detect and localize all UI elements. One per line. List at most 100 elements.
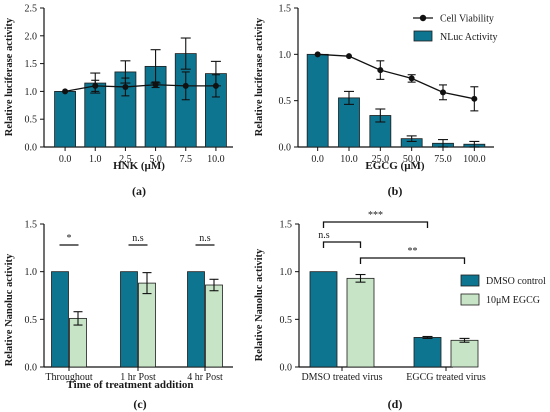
y-tick-label: 1.0 bbox=[25, 87, 38, 98]
y-tick-label: 1.5 bbox=[280, 220, 293, 231]
x-tick-label: 1 hr Post bbox=[120, 372, 156, 383]
x-tick-label: 75.0 bbox=[434, 154, 452, 165]
panel-c-bars bbox=[51, 271, 223, 368]
panel-d-y-ticks: 0.0 0.5 1.0 1.5 bbox=[280, 220, 299, 374]
y-tick-label: 1.0 bbox=[279, 50, 292, 61]
x-tick-label: 0.0 bbox=[59, 154, 72, 165]
x-tick-label: DMSO treated virus bbox=[301, 372, 382, 383]
x-tick-label: 7.5 bbox=[180, 154, 193, 165]
panel-d-x-ticks: DMSO treated virus EGCG treated virus bbox=[301, 367, 486, 383]
bar-dmso-control-1 bbox=[413, 337, 442, 368]
panel-d-significance: *** n.s ** bbox=[318, 210, 466, 264]
bar-egcg-0 bbox=[346, 277, 375, 368]
x-tick-label: 25.0 bbox=[372, 154, 390, 165]
cell-viability-point bbox=[314, 51, 321, 58]
panel-a-line-series bbox=[62, 71, 220, 101]
panel-a-label: (a) bbox=[132, 184, 146, 198]
y-tick-label: 0.0 bbox=[25, 143, 38, 154]
cell-viability-point bbox=[408, 75, 415, 82]
y-tick-label: 2.0 bbox=[25, 31, 38, 42]
panel-c-ylabel: Relative Nanoluc activity bbox=[4, 253, 15, 366]
significance-label: n.s bbox=[318, 230, 330, 241]
significance-label: * bbox=[67, 233, 72, 244]
x-tick-label: 2.5 bbox=[119, 154, 132, 165]
panel-b-legend: Cell Viability NLuc Activity bbox=[413, 14, 498, 43]
significance-bracket bbox=[322, 221, 429, 228]
cell-viability-point bbox=[440, 89, 446, 96]
x-tick-label: EGCG treated virus bbox=[406, 372, 486, 383]
significance-bracket bbox=[322, 241, 362, 248]
significance-label: n.s bbox=[132, 233, 144, 244]
bar-egcg-2 bbox=[205, 284, 223, 368]
significance-label: ** bbox=[408, 246, 418, 257]
y-tick-label: 0.0 bbox=[280, 363, 293, 374]
legend-cell-viability-marker bbox=[419, 14, 427, 22]
x-tick-label: 1.0 bbox=[89, 154, 102, 165]
panel-d-legend: DMSO control 10μM EGCG bbox=[460, 274, 546, 306]
y-tick-label: 1.0 bbox=[25, 267, 38, 278]
panel-c-xlabel: Time of treatment addition bbox=[67, 379, 194, 391]
panel-b-x-ticks: 0.0 10.0 25.0 50.0 75.0 100.0 bbox=[311, 147, 486, 165]
panel-c-label: (c) bbox=[133, 397, 146, 411]
x-tick-label: 5.0 bbox=[149, 154, 162, 165]
y-tick-label: 0.5 bbox=[280, 315, 293, 326]
cell-viability-point bbox=[471, 95, 478, 102]
x-tick-label: 4 hr Post bbox=[187, 372, 223, 383]
panel-d: Relative Nanoluc activity 0.0 0.5 1.0 1.5 *… bbox=[254, 210, 546, 411]
bar-hnk-0.0 bbox=[54, 91, 76, 148]
significance-label: *** bbox=[368, 210, 383, 221]
x-tick-label: 10.0 bbox=[340, 154, 358, 165]
y-tick-label: 0.0 bbox=[279, 143, 292, 154]
panel-d-label: (d) bbox=[388, 397, 403, 411]
panel-a-y-ticks: 0.0 0.5 1.0 1.5 2.0 2.5 bbox=[25, 4, 44, 154]
bar-nluc-0.0 bbox=[306, 53, 329, 148]
line-point bbox=[182, 82, 189, 89]
legend-dmso-control: DMSO control bbox=[486, 276, 546, 287]
x-tick-label: Throughout bbox=[45, 372, 92, 383]
bar-egcg-1 bbox=[138, 282, 156, 368]
panel-c: Relative Nanoluc activity 0.0 0.5 1.0 1.5 *… bbox=[4, 220, 233, 411]
bar-nluc-10.0 bbox=[338, 97, 360, 148]
x-tick-label: 50.0 bbox=[403, 154, 421, 165]
panel-a-ylabel: Relative luciferase activity bbox=[4, 17, 15, 136]
y-tick-label: 0.0 bbox=[25, 363, 38, 374]
panel-c-x-ticks: Throughout 1 hr Post 4 hr Post bbox=[45, 367, 223, 383]
panel-d-bars bbox=[309, 271, 479, 368]
panel-b-line-series bbox=[314, 51, 479, 112]
panel-a: Relative luciferase activity 0.0 0.5 1.0 1.… bbox=[4, 4, 233, 198]
panel-c-significance: * n.s n.s bbox=[59, 233, 215, 246]
y-tick-label: 1.5 bbox=[279, 4, 292, 15]
significance-label: n.s bbox=[199, 233, 211, 244]
bar-control-1 bbox=[120, 271, 138, 368]
line-point bbox=[212, 82, 219, 89]
panel-b-axes bbox=[297, 8, 494, 148]
line-point bbox=[92, 82, 99, 89]
x-tick-label: 0.0 bbox=[311, 154, 324, 165]
panel-b-ylabel: Relative luciferase activity bbox=[254, 17, 265, 136]
y-tick-label: 1.5 bbox=[25, 59, 38, 70]
legend-cell-viability: Cell Viability bbox=[440, 14, 494, 25]
y-tick-label: 2.5 bbox=[25, 4, 38, 15]
y-tick-label: 1.0 bbox=[280, 267, 293, 278]
cell-viability-line bbox=[317, 53, 475, 100]
legend-dmso-control-swatch bbox=[460, 274, 480, 287]
significance-bracket bbox=[359, 257, 466, 264]
panel-c-y-ticks: 0.0 0.5 1.0 1.5 bbox=[25, 220, 44, 374]
line-point bbox=[152, 81, 159, 88]
cell-viability-point bbox=[377, 67, 384, 74]
legend-nluc-activity-swatch bbox=[413, 30, 433, 42]
cell-viability-point bbox=[346, 53, 352, 60]
panel-b-bars bbox=[306, 53, 486, 148]
panel-a-xlabel: HNK (µM) bbox=[113, 160, 165, 172]
panel-a-bars bbox=[54, 37, 227, 148]
y-tick-label: 1.5 bbox=[25, 220, 38, 231]
y-tick-label: 0.5 bbox=[279, 96, 292, 107]
bar-control-0 bbox=[51, 271, 69, 368]
line-point bbox=[122, 83, 129, 90]
panel-b-label: (b) bbox=[388, 184, 403, 198]
line-point bbox=[62, 88, 69, 95]
panel-a-x-ticks: 0.0 1.0 2.5 5.0 7.5 10.0 bbox=[59, 147, 225, 165]
bar-dmso-control-0 bbox=[309, 271, 338, 368]
panel-b-xlabel: EGCG (µM) bbox=[365, 160, 425, 172]
legend-egcg-swatch bbox=[460, 293, 480, 306]
